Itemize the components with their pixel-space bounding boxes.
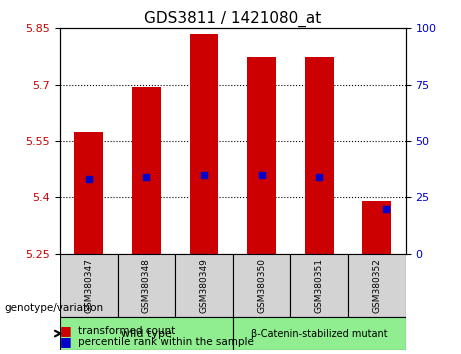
Text: genotype/variation: genotype/variation [5, 303, 104, 313]
FancyBboxPatch shape [290, 254, 348, 316]
Text: ■: ■ [60, 335, 71, 348]
Title: GDS3811 / 1421080_at: GDS3811 / 1421080_at [144, 11, 321, 27]
Bar [305, 57, 334, 254]
Text: transformed count: transformed count [78, 326, 176, 336]
FancyBboxPatch shape [175, 254, 233, 316]
Text: GSM380349: GSM380349 [200, 258, 208, 313]
Text: percentile rank within the sample: percentile rank within the sample [78, 337, 254, 347]
Bar [74, 132, 103, 254]
Text: GSM380350: GSM380350 [257, 258, 266, 313]
FancyBboxPatch shape [233, 316, 406, 350]
FancyBboxPatch shape [118, 254, 175, 316]
Bar [247, 57, 276, 254]
Text: GSM380348: GSM380348 [142, 258, 151, 313]
Bar [132, 87, 161, 254]
FancyBboxPatch shape [348, 254, 406, 316]
Text: GSM380351: GSM380351 [315, 258, 324, 313]
Bar [189, 34, 219, 254]
Bar [362, 201, 391, 254]
Text: ■: ■ [60, 325, 71, 337]
FancyBboxPatch shape [233, 254, 290, 316]
Text: β-Catenin-stabilized mutant: β-Catenin-stabilized mutant [251, 329, 388, 338]
FancyBboxPatch shape [60, 316, 233, 350]
Text: GSM380347: GSM380347 [84, 258, 93, 313]
Text: GSM380352: GSM380352 [372, 258, 381, 313]
FancyBboxPatch shape [60, 254, 118, 316]
Text: wild type: wild type [121, 329, 172, 338]
